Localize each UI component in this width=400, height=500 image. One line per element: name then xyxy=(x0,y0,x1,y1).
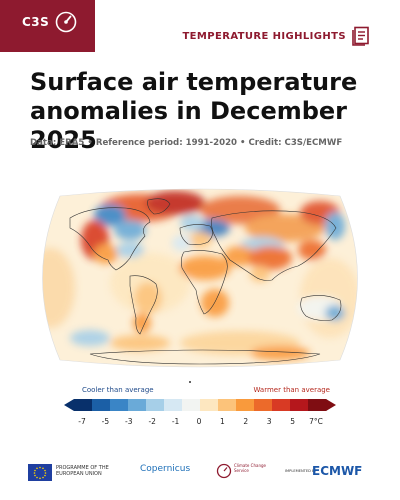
legend-swatch xyxy=(74,399,93,411)
legend-swatch xyxy=(110,399,129,411)
thermometer-gauge-icon xyxy=(55,11,77,33)
legend-tick-label: -3 xyxy=(125,417,133,426)
header-bar: C3S TEMPERATURE HIGHLIGHTS xyxy=(0,0,400,54)
legend-arrow-right xyxy=(326,399,336,411)
temperature-anomaly-map xyxy=(42,188,358,368)
legend-tick-label: 0 xyxy=(196,417,202,426)
document-icon[interactable] xyxy=(352,26,370,46)
legend-tick-label: 7°C xyxy=(309,417,323,426)
data-credit-line: Data: ERA5 • Reference period: 1991-2020… xyxy=(30,138,343,148)
eu-programme-text: PROGRAMME OF THE EUROPEAN UNION xyxy=(56,465,109,477)
legend-tick-label: -2 xyxy=(148,417,156,426)
c3s-logo-text: C3S xyxy=(22,15,50,29)
legend-swatch xyxy=(236,399,255,411)
legend-tick-label: 1 xyxy=(220,417,225,426)
footer-logos: PROGRAMME OF THE EUROPEAN UNION Copernic… xyxy=(0,456,400,500)
legend-swatch xyxy=(92,399,111,411)
c3s-logo[interactable]: C3S xyxy=(0,0,95,52)
color-legend: Cooler than average Warmer than average … xyxy=(64,386,336,436)
page-title: Surface air temperature anomalies in Dec… xyxy=(30,68,358,154)
legend-swatch xyxy=(272,399,291,411)
implemented-by-text: IMPLEMENTED BY xyxy=(285,469,317,473)
legend-tick-label: 5 xyxy=(290,417,295,426)
cooler-label: Cooler than average xyxy=(82,386,154,394)
copernicus-text: Copernicus xyxy=(140,464,191,474)
ecmwf-logo[interactable]: ECMWF xyxy=(312,464,363,478)
climate-service-icon xyxy=(216,463,232,479)
legend-tick-label: -1 xyxy=(171,417,180,426)
legend-tick-label: 2 xyxy=(243,417,249,426)
legend-swatch xyxy=(254,399,273,411)
map-dot xyxy=(189,381,191,383)
section-label: TEMPERATURE HIGHLIGHTS xyxy=(182,31,346,42)
ccs-text: Climate Change Service xyxy=(234,463,266,473)
legend-swatch xyxy=(182,399,201,411)
legend-tick-label: -7 xyxy=(78,417,86,426)
legend-swatch xyxy=(164,399,183,411)
eu-stars-icon xyxy=(33,466,47,480)
legend-tick-label: -5 xyxy=(101,417,110,426)
legend-swatch xyxy=(308,399,327,411)
legend-swatch xyxy=(128,399,147,411)
eu-flag-icon xyxy=(28,464,52,481)
warmer-label: Warmer than average xyxy=(253,386,330,394)
legend-swatch xyxy=(146,399,165,411)
legend-color-bar xyxy=(64,399,336,411)
legend-arrow-left xyxy=(64,399,74,411)
legend-swatch xyxy=(290,399,309,411)
legend-tick-label: 3 xyxy=(266,417,272,426)
legend-swatch xyxy=(218,399,237,411)
copernicus-logo[interactable]: Copernicus xyxy=(140,464,190,474)
legend-swatch xyxy=(200,399,219,411)
